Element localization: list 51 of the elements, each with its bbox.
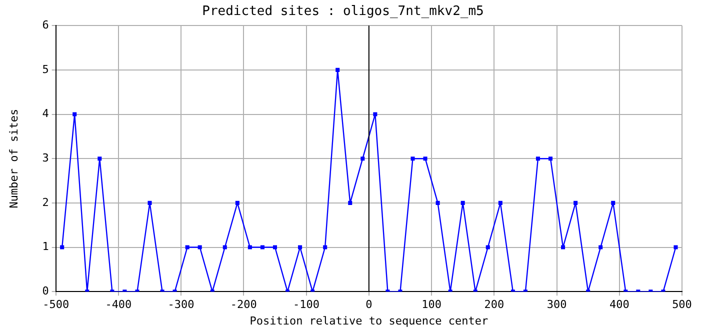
point	[323, 245, 328, 250]
point	[498, 200, 502, 205]
point	[272, 245, 277, 250]
x-axis-title: Position relative to sequence center	[250, 314, 488, 328]
point	[148, 200, 152, 205]
point	[248, 245, 252, 250]
point	[198, 245, 202, 250]
y-tick-label: 6	[42, 18, 49, 32]
point	[574, 200, 578, 205]
y-tick-label: 5	[42, 62, 49, 76]
point	[611, 200, 616, 205]
x-tick-label: 500	[672, 298, 692, 312]
point	[373, 112, 378, 116]
x-tick-label: -500	[42, 298, 70, 312]
point	[60, 245, 64, 250]
point	[536, 156, 540, 161]
y-tick-label: 2	[42, 196, 49, 209]
point	[598, 245, 603, 250]
x-tick-label: 400	[609, 298, 630, 312]
y-tick-label: 4	[42, 107, 50, 120]
point	[185, 245, 190, 250]
chart-title: Predicted sites : oligos_7nt_mkv2_m5	[202, 4, 484, 20]
point	[460, 200, 465, 205]
point	[561, 245, 566, 250]
x-tick-label: -100	[293, 298, 320, 312]
point	[360, 156, 365, 161]
x-tick-label: 100	[422, 298, 442, 312]
x-tick-label: -300	[168, 298, 194, 312]
x-tick-label: -400	[105, 298, 132, 312]
x-tick-label: -200	[230, 298, 257, 312]
point	[336, 68, 340, 72]
point	[72, 112, 77, 116]
y-tick-label: 3	[42, 151, 49, 164]
point	[436, 200, 440, 205]
point	[486, 245, 490, 250]
y-tick-label: 1	[42, 240, 49, 254]
point	[674, 245, 678, 250]
point	[423, 156, 428, 161]
point	[298, 245, 302, 250]
y-axis-title: Number of sites	[7, 108, 20, 208]
x-tick-label: 300	[546, 298, 567, 312]
point	[98, 156, 102, 161]
x-tick-label: 200	[484, 298, 504, 312]
x-tick-label: 0	[366, 298, 372, 312]
y-tick-label: 0	[42, 284, 49, 298]
point	[222, 245, 227, 250]
point	[348, 200, 352, 205]
point	[260, 245, 264, 250]
point	[548, 156, 553, 161]
point	[410, 156, 415, 161]
point	[235, 200, 240, 205]
